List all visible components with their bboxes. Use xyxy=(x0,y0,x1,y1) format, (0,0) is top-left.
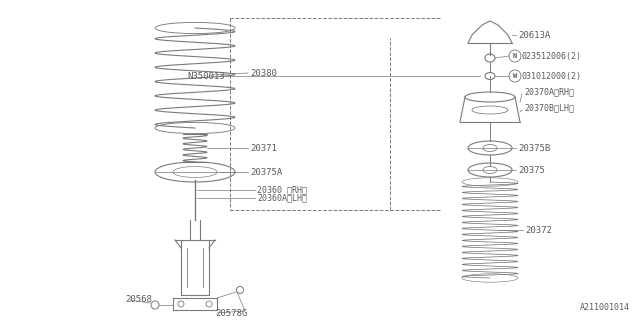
Text: 20372: 20372 xyxy=(525,226,552,235)
Text: 20578G: 20578G xyxy=(215,308,247,317)
Text: 023512006(2): 023512006(2) xyxy=(522,52,582,60)
Text: N350013: N350013 xyxy=(188,71,225,81)
Text: N: N xyxy=(513,53,517,59)
Text: 20370A〈RH〉: 20370A〈RH〉 xyxy=(524,87,574,97)
Text: 20360 〈RH〉: 20360 〈RH〉 xyxy=(257,186,307,195)
Text: 20375A: 20375A xyxy=(250,167,282,177)
Text: 20360A〈LH〉: 20360A〈LH〉 xyxy=(257,194,307,203)
Text: W: W xyxy=(513,73,517,79)
Text: 20371: 20371 xyxy=(250,143,277,153)
Text: 20568: 20568 xyxy=(125,295,152,305)
Text: 20613A: 20613A xyxy=(518,30,550,39)
Text: 031012000(2): 031012000(2) xyxy=(522,71,582,81)
Text: 20370B〈LH〉: 20370B〈LH〉 xyxy=(524,103,574,113)
Text: 20380: 20380 xyxy=(250,68,277,77)
Text: 20375: 20375 xyxy=(518,165,545,174)
Text: 20375B: 20375B xyxy=(518,143,550,153)
Text: A211001014: A211001014 xyxy=(580,303,630,312)
